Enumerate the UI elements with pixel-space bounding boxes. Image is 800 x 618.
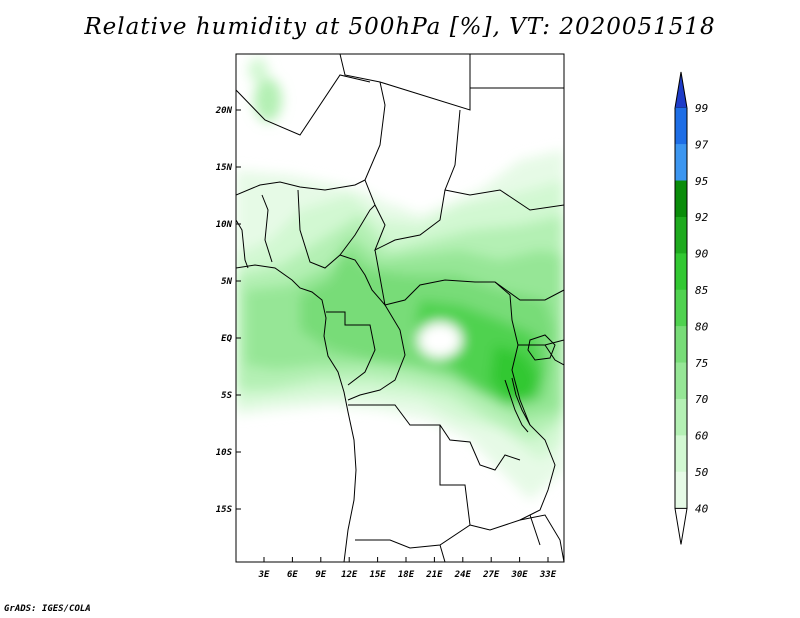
latitude-axis: 20N 15N 10N 5N EQ 5S 10S 15S <box>215 106 241 515</box>
colorbar-label: 40 <box>695 502 709 515</box>
lat-label: 10N <box>216 220 233 230</box>
border-angola-zambia <box>355 425 471 549</box>
lon-label: 18E <box>398 570 415 580</box>
lake-victoria <box>527 334 556 361</box>
lat-label: 10S <box>216 448 233 458</box>
colorbar-label: 92 <box>695 211 709 224</box>
border-sudan-ssudan <box>444 189 564 211</box>
border-niger-nigeria <box>236 179 366 196</box>
border-zambia-east <box>469 514 564 562</box>
shade-85-90 <box>490 345 540 400</box>
colorbar-segment <box>674 398 688 436</box>
lon-label: 6E <box>287 570 298 580</box>
lake-malawi <box>529 514 541 546</box>
lon-label: 33E <box>539 570 557 580</box>
dry-spot-south <box>345 430 455 550</box>
colorbar-label: 90 <box>695 248 709 261</box>
lon-label: 24E <box>454 570 472 580</box>
border-benin-togo <box>261 194 273 263</box>
colorbar-segment <box>674 362 688 400</box>
border-gabon-congo <box>326 311 376 386</box>
lat-label: 15S <box>216 505 233 515</box>
lon-label: 21E <box>425 570 443 580</box>
colorbar-label: 60 <box>695 430 709 443</box>
map-title: Relative humidity at 500hPa [%], VT: 202… <box>84 14 716 40</box>
border-libya <box>339 54 471 111</box>
border-west-africa <box>236 219 249 269</box>
lon-label: 12E <box>341 570 358 580</box>
colorbar-label: 70 <box>695 393 709 406</box>
lon-label: 3E <box>258 570 270 580</box>
country-borders <box>236 54 564 562</box>
colorbar-segment <box>674 326 688 364</box>
lon-label: 9E <box>315 570 326 580</box>
colorbar-segment <box>674 289 688 327</box>
colorbar-label: 95 <box>695 175 708 188</box>
colorbar-segment <box>674 180 688 218</box>
colorbar-segment <box>674 471 688 509</box>
colorbar-label: 85 <box>695 284 708 297</box>
lat-label: EQ <box>221 334 232 344</box>
colorbar: 99 97 95 92 90 85 80 75 70 60 50 40 <box>674 71 709 545</box>
colorbar-segment <box>674 107 688 145</box>
lake-tanganyika <box>504 377 531 433</box>
border-algeria-niger <box>236 74 371 136</box>
colorbar-segment <box>674 144 688 182</box>
border-congo-drc <box>347 304 406 401</box>
colorbar-label: 80 <box>695 320 709 333</box>
lon-label: 30E <box>510 570 528 580</box>
moist-patch-sahara <box>254 78 282 122</box>
colorbar-label: 50 <box>695 466 709 479</box>
colorbar-segment <box>674 253 688 291</box>
colorbar-label: 97 <box>695 138 709 151</box>
border-drc-angola <box>348 404 521 471</box>
lat-label: 20N <box>215 106 233 116</box>
lon-label: 27E <box>482 570 500 580</box>
lat-label: 15N <box>216 163 233 173</box>
coastline-gulf-of-guinea <box>236 264 357 562</box>
dry-spot-central <box>418 322 462 358</box>
colorbar-segment <box>674 216 688 254</box>
dry-spot-chad <box>365 145 435 205</box>
colorbar-label: 75 <box>695 357 708 370</box>
colorbar-top-arrow <box>674 71 688 109</box>
longitude-axis: 3E 6E 9E 12E 15E 18E 21E 24E 27E 30E 33E <box>258 557 557 580</box>
lat-label: 5N <box>221 277 232 287</box>
lon-label: 15E <box>369 570 386 580</box>
border-cameroon-car <box>339 249 386 307</box>
colorbar-bottom-arrow <box>674 507 688 545</box>
border-tanzania <box>544 344 564 366</box>
map-frame <box>235 53 565 563</box>
colorbar-label: 99 <box>695 102 708 115</box>
humidity-shading <box>236 58 564 550</box>
colorbar-segment <box>674 435 688 473</box>
lat-label: 5S <box>221 391 232 401</box>
grads-credit: GrADS: IGES/COLA <box>4 604 91 614</box>
border-ssudan-south <box>494 281 564 301</box>
border-nigeria-cameroon <box>297 189 376 269</box>
moist-patch-north <box>248 58 268 82</box>
border-namibia <box>439 544 446 562</box>
